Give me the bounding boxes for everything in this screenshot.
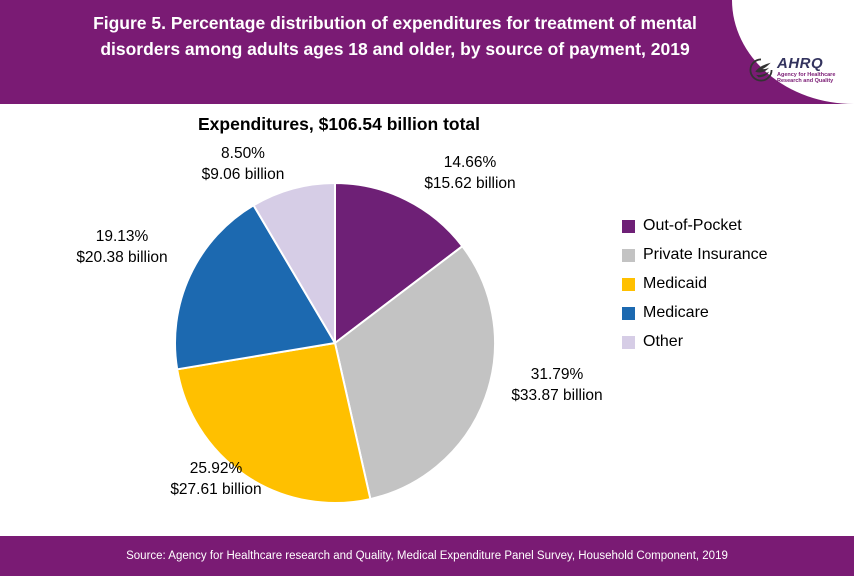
label-out-of-pocket-value: $15.62 billion — [424, 175, 516, 192]
label-private-insurance-value: $33.87 billion — [511, 387, 603, 404]
legend-label-medicaid: Medicaid — [643, 275, 708, 292]
ahrq-tagline: Agency for Healthcare Research and Quali… — [777, 72, 836, 84]
legend-label-medicare: Medicare — [643, 304, 709, 321]
label-out-of-pocket-percent: 14.66% — [443, 154, 497, 171]
legend-swatch-private-insurance — [622, 248, 635, 262]
legend-item-other: Other — [622, 332, 768, 352]
pie-slice-out-of-pocket — [334, 182, 464, 344]
figure-title: Figure 5. Percentage distribution of exp… — [93, 13, 697, 59]
hhs-eagle-icon — [749, 58, 773, 82]
legend-swatch-medicaid — [622, 277, 635, 291]
pie-chart-container — [165, 173, 505, 513]
label-medicaid-percent: 25.92% — [189, 460, 243, 477]
legend-item-medicaid: Medicaid — [622, 274, 768, 294]
legend-swatch-medicare — [622, 306, 635, 320]
pie-slice-medicaid — [176, 342, 372, 504]
legend-item-private-insurance: Private Insurance — [622, 245, 768, 265]
legend-swatch-out-of-pocket — [622, 219, 635, 233]
label-medicare-percent: 19.13% — [95, 228, 149, 245]
legend-item-out-of-pocket: Out-of-Pocket — [622, 216, 768, 236]
label-other: 8.50% $9.06 billion — [148, 143, 338, 185]
legend-item-medicare: Medicare — [622, 303, 768, 323]
ahrq-wordmark: AHRQ — [777, 55, 824, 72]
pie-slice-private-insurance — [334, 245, 496, 501]
legend-label-other: Other — [643, 333, 684, 350]
label-other-value: $9.06 billion — [201, 166, 285, 183]
source-banner: Source: Agency for Healthcare research a… — [0, 536, 854, 576]
chart-title: Expenditures, $106.54 billion total — [198, 114, 481, 134]
pie-slice-medicare — [174, 204, 336, 371]
legend: Out-of-Pocket Private Insurance Medicaid… — [622, 216, 768, 361]
label-medicare: 19.13% $20.38 billion — [27, 226, 217, 268]
ahrq-logo: AHRQ Agency for Healthcare Research and … — [748, 56, 848, 84]
label-medicare-value: $20.38 billion — [76, 249, 168, 266]
pie-chart — [174, 182, 496, 504]
label-private-insurance-percent: 31.79% — [530, 366, 584, 383]
ahrq-logo-text: AHRQ Agency for Healthcare Research and … — [777, 55, 848, 85]
label-out-of-pocket: 14.66% $15.62 billion — [375, 152, 565, 194]
title-banner: Figure 5. Percentage distribution of exp… — [0, 0, 854, 104]
source-text: Source: Agency for Healthcare research a… — [126, 550, 728, 562]
label-private-insurance: 31.79% $33.87 billion — [462, 364, 652, 406]
legend-swatch-other — [622, 335, 635, 349]
legend-label-out-of-pocket: Out-of-Pocket — [643, 217, 742, 234]
label-other-percent: 8.50% — [221, 145, 265, 162]
label-medicaid: 25.92% $27.61 billion — [121, 458, 311, 500]
pie-slice-other — [252, 182, 336, 344]
legend-label-private-insurance: Private Insurance — [643, 246, 768, 263]
label-medicaid-value: $27.61 billion — [170, 481, 262, 498]
